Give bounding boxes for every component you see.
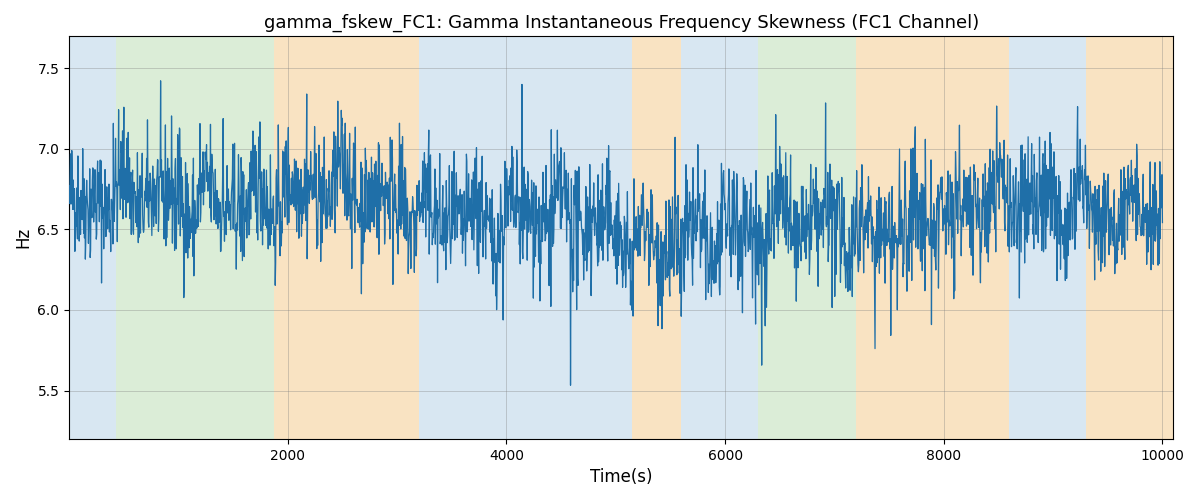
X-axis label: Time(s): Time(s) (590, 468, 653, 486)
Title: gamma_fskew_FC1: Gamma Instantaneous Frequency Skewness (FC1 Channel): gamma_fskew_FC1: Gamma Instantaneous Fre… (264, 14, 979, 32)
Bar (1086, 36, 1174, 439)
Bar (758, 36, 857, 439)
Bar (419, 36, 632, 439)
Bar (632, 36, 682, 439)
Bar (116, 36, 274, 439)
Bar (1009, 36, 1086, 439)
Y-axis label: Hz: Hz (14, 227, 32, 248)
Bar (682, 36, 758, 439)
Bar (70, 36, 116, 439)
Bar (274, 36, 419, 439)
Bar (857, 36, 1009, 439)
